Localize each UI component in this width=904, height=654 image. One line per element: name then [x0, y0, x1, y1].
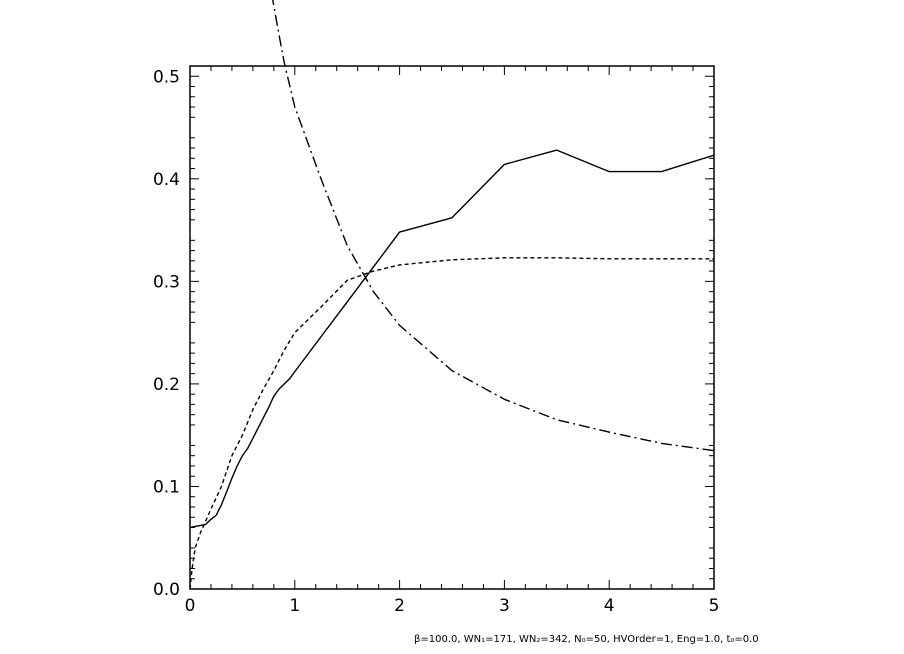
x-tick-label: 1: [289, 596, 300, 616]
x-tick-label: 2: [394, 596, 405, 616]
y-tick-label: 0.5: [153, 67, 180, 87]
parameter-footnote: β=100.0, WN₁=171, WN₂=342, N₀=50, HVOrde…: [414, 634, 759, 645]
y-tick-label: 0.0: [153, 580, 180, 600]
series-line-dashed: [190, 257, 714, 589]
series-group: [190, 0, 714, 589]
axes: 0 1 2 3 4 5 0.0 0.1 0.2 0.3 0.4 0.5: [153, 65, 720, 616]
plot-frame: [189, 65, 715, 590]
y-tick-label: 0.4: [153, 170, 180, 190]
series-line-solid: [190, 149, 714, 529]
x-tick-label: 3: [499, 596, 510, 616]
y-tick-label: 0.1: [153, 477, 180, 497]
x-tick-label: 4: [604, 596, 615, 616]
series-line-dashdot: [272, 0, 714, 452]
y-tick-label: 0.2: [153, 375, 180, 395]
x-tick-label: 0: [185, 596, 196, 616]
y-tick-label: 0.3: [153, 272, 180, 292]
x-tick-label: 5: [709, 596, 720, 616]
